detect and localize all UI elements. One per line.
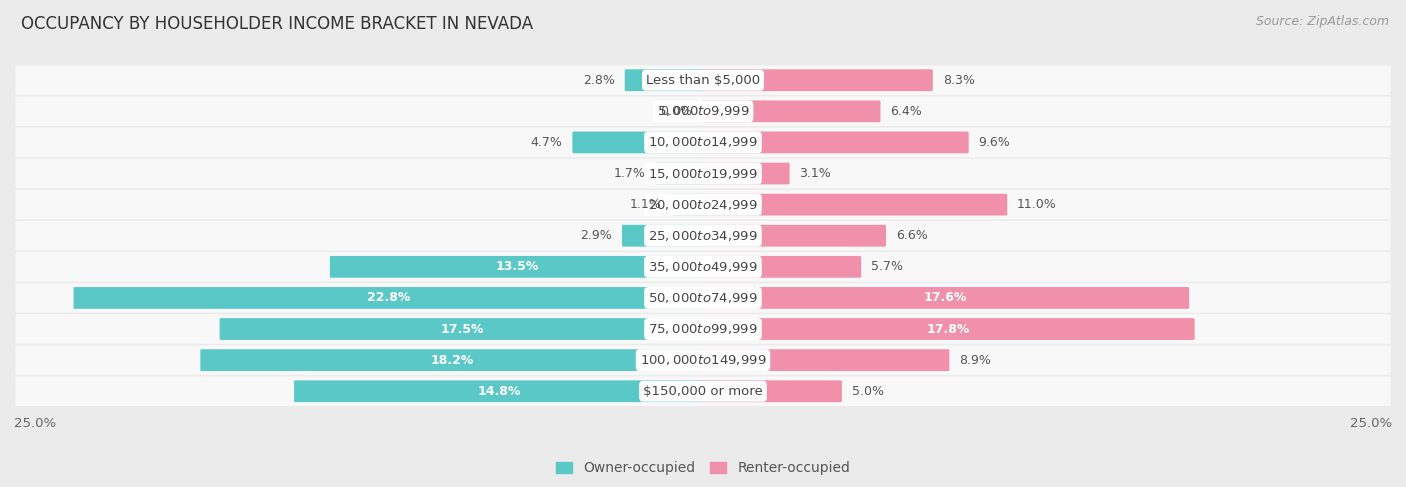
FancyBboxPatch shape <box>15 221 1391 250</box>
Text: 9.6%: 9.6% <box>979 136 1011 149</box>
Text: 0.0%: 0.0% <box>659 105 692 118</box>
Text: 4.7%: 4.7% <box>530 136 562 149</box>
Text: $100,000 to $149,999: $100,000 to $149,999 <box>640 353 766 367</box>
FancyBboxPatch shape <box>655 163 704 185</box>
FancyBboxPatch shape <box>15 283 1391 313</box>
Text: Less than $5,000: Less than $5,000 <box>645 74 761 87</box>
FancyBboxPatch shape <box>73 287 704 309</box>
Text: $50,000 to $74,999: $50,000 to $74,999 <box>648 291 758 305</box>
Text: $25,000 to $34,999: $25,000 to $34,999 <box>648 229 758 243</box>
FancyBboxPatch shape <box>672 194 704 216</box>
Text: 22.8%: 22.8% <box>367 291 411 304</box>
Text: $10,000 to $14,999: $10,000 to $14,999 <box>648 135 758 150</box>
FancyBboxPatch shape <box>702 349 949 371</box>
FancyBboxPatch shape <box>15 159 1391 188</box>
FancyBboxPatch shape <box>15 128 1391 157</box>
Text: $20,000 to $24,999: $20,000 to $24,999 <box>648 198 758 212</box>
FancyBboxPatch shape <box>702 380 842 402</box>
Text: 2.9%: 2.9% <box>581 229 612 242</box>
Text: $150,000 or more: $150,000 or more <box>643 385 763 398</box>
FancyBboxPatch shape <box>294 380 704 402</box>
FancyBboxPatch shape <box>702 69 932 91</box>
FancyBboxPatch shape <box>702 318 1195 340</box>
Text: 11.0%: 11.0% <box>1017 198 1057 211</box>
FancyBboxPatch shape <box>15 190 1391 220</box>
FancyBboxPatch shape <box>702 131 969 153</box>
Text: $75,000 to $99,999: $75,000 to $99,999 <box>648 322 758 336</box>
FancyBboxPatch shape <box>200 349 704 371</box>
FancyBboxPatch shape <box>621 225 704 246</box>
Legend: Owner-occupied, Renter-occupied: Owner-occupied, Renter-occupied <box>550 456 856 481</box>
Text: 17.8%: 17.8% <box>927 322 970 336</box>
Text: 6.4%: 6.4% <box>890 105 922 118</box>
Text: 25.0%: 25.0% <box>14 417 56 431</box>
Text: 1.7%: 1.7% <box>613 167 645 180</box>
FancyBboxPatch shape <box>702 194 1007 216</box>
Text: OCCUPANCY BY HOUSEHOLDER INCOME BRACKET IN NEVADA: OCCUPANCY BY HOUSEHOLDER INCOME BRACKET … <box>21 15 533 33</box>
Text: 1.1%: 1.1% <box>630 198 662 211</box>
Text: 2.8%: 2.8% <box>583 74 614 87</box>
Text: $15,000 to $19,999: $15,000 to $19,999 <box>648 167 758 181</box>
FancyBboxPatch shape <box>15 345 1391 375</box>
Text: 5.0%: 5.0% <box>852 385 884 398</box>
Text: 8.3%: 8.3% <box>943 74 974 87</box>
FancyBboxPatch shape <box>702 163 790 185</box>
FancyBboxPatch shape <box>15 96 1391 126</box>
FancyBboxPatch shape <box>702 100 880 122</box>
Text: 25.0%: 25.0% <box>1350 417 1392 431</box>
FancyBboxPatch shape <box>15 314 1391 344</box>
FancyBboxPatch shape <box>15 65 1391 95</box>
Text: 6.6%: 6.6% <box>896 229 928 242</box>
Text: Source: ZipAtlas.com: Source: ZipAtlas.com <box>1256 15 1389 28</box>
Text: $35,000 to $49,999: $35,000 to $49,999 <box>648 260 758 274</box>
Text: 17.5%: 17.5% <box>440 322 484 336</box>
FancyBboxPatch shape <box>702 287 1189 309</box>
Text: 8.9%: 8.9% <box>959 354 991 367</box>
FancyBboxPatch shape <box>624 69 704 91</box>
FancyBboxPatch shape <box>330 256 704 278</box>
FancyBboxPatch shape <box>15 252 1391 281</box>
FancyBboxPatch shape <box>15 376 1391 406</box>
Text: 3.1%: 3.1% <box>800 167 831 180</box>
Text: 5.7%: 5.7% <box>872 261 903 273</box>
FancyBboxPatch shape <box>219 318 704 340</box>
Text: 14.8%: 14.8% <box>478 385 520 398</box>
FancyBboxPatch shape <box>702 225 886 246</box>
Text: $5,000 to $9,999: $5,000 to $9,999 <box>657 104 749 118</box>
Text: 17.6%: 17.6% <box>924 291 967 304</box>
Text: 13.5%: 13.5% <box>495 261 538 273</box>
FancyBboxPatch shape <box>572 131 704 153</box>
Text: 18.2%: 18.2% <box>430 354 474 367</box>
FancyBboxPatch shape <box>702 256 862 278</box>
